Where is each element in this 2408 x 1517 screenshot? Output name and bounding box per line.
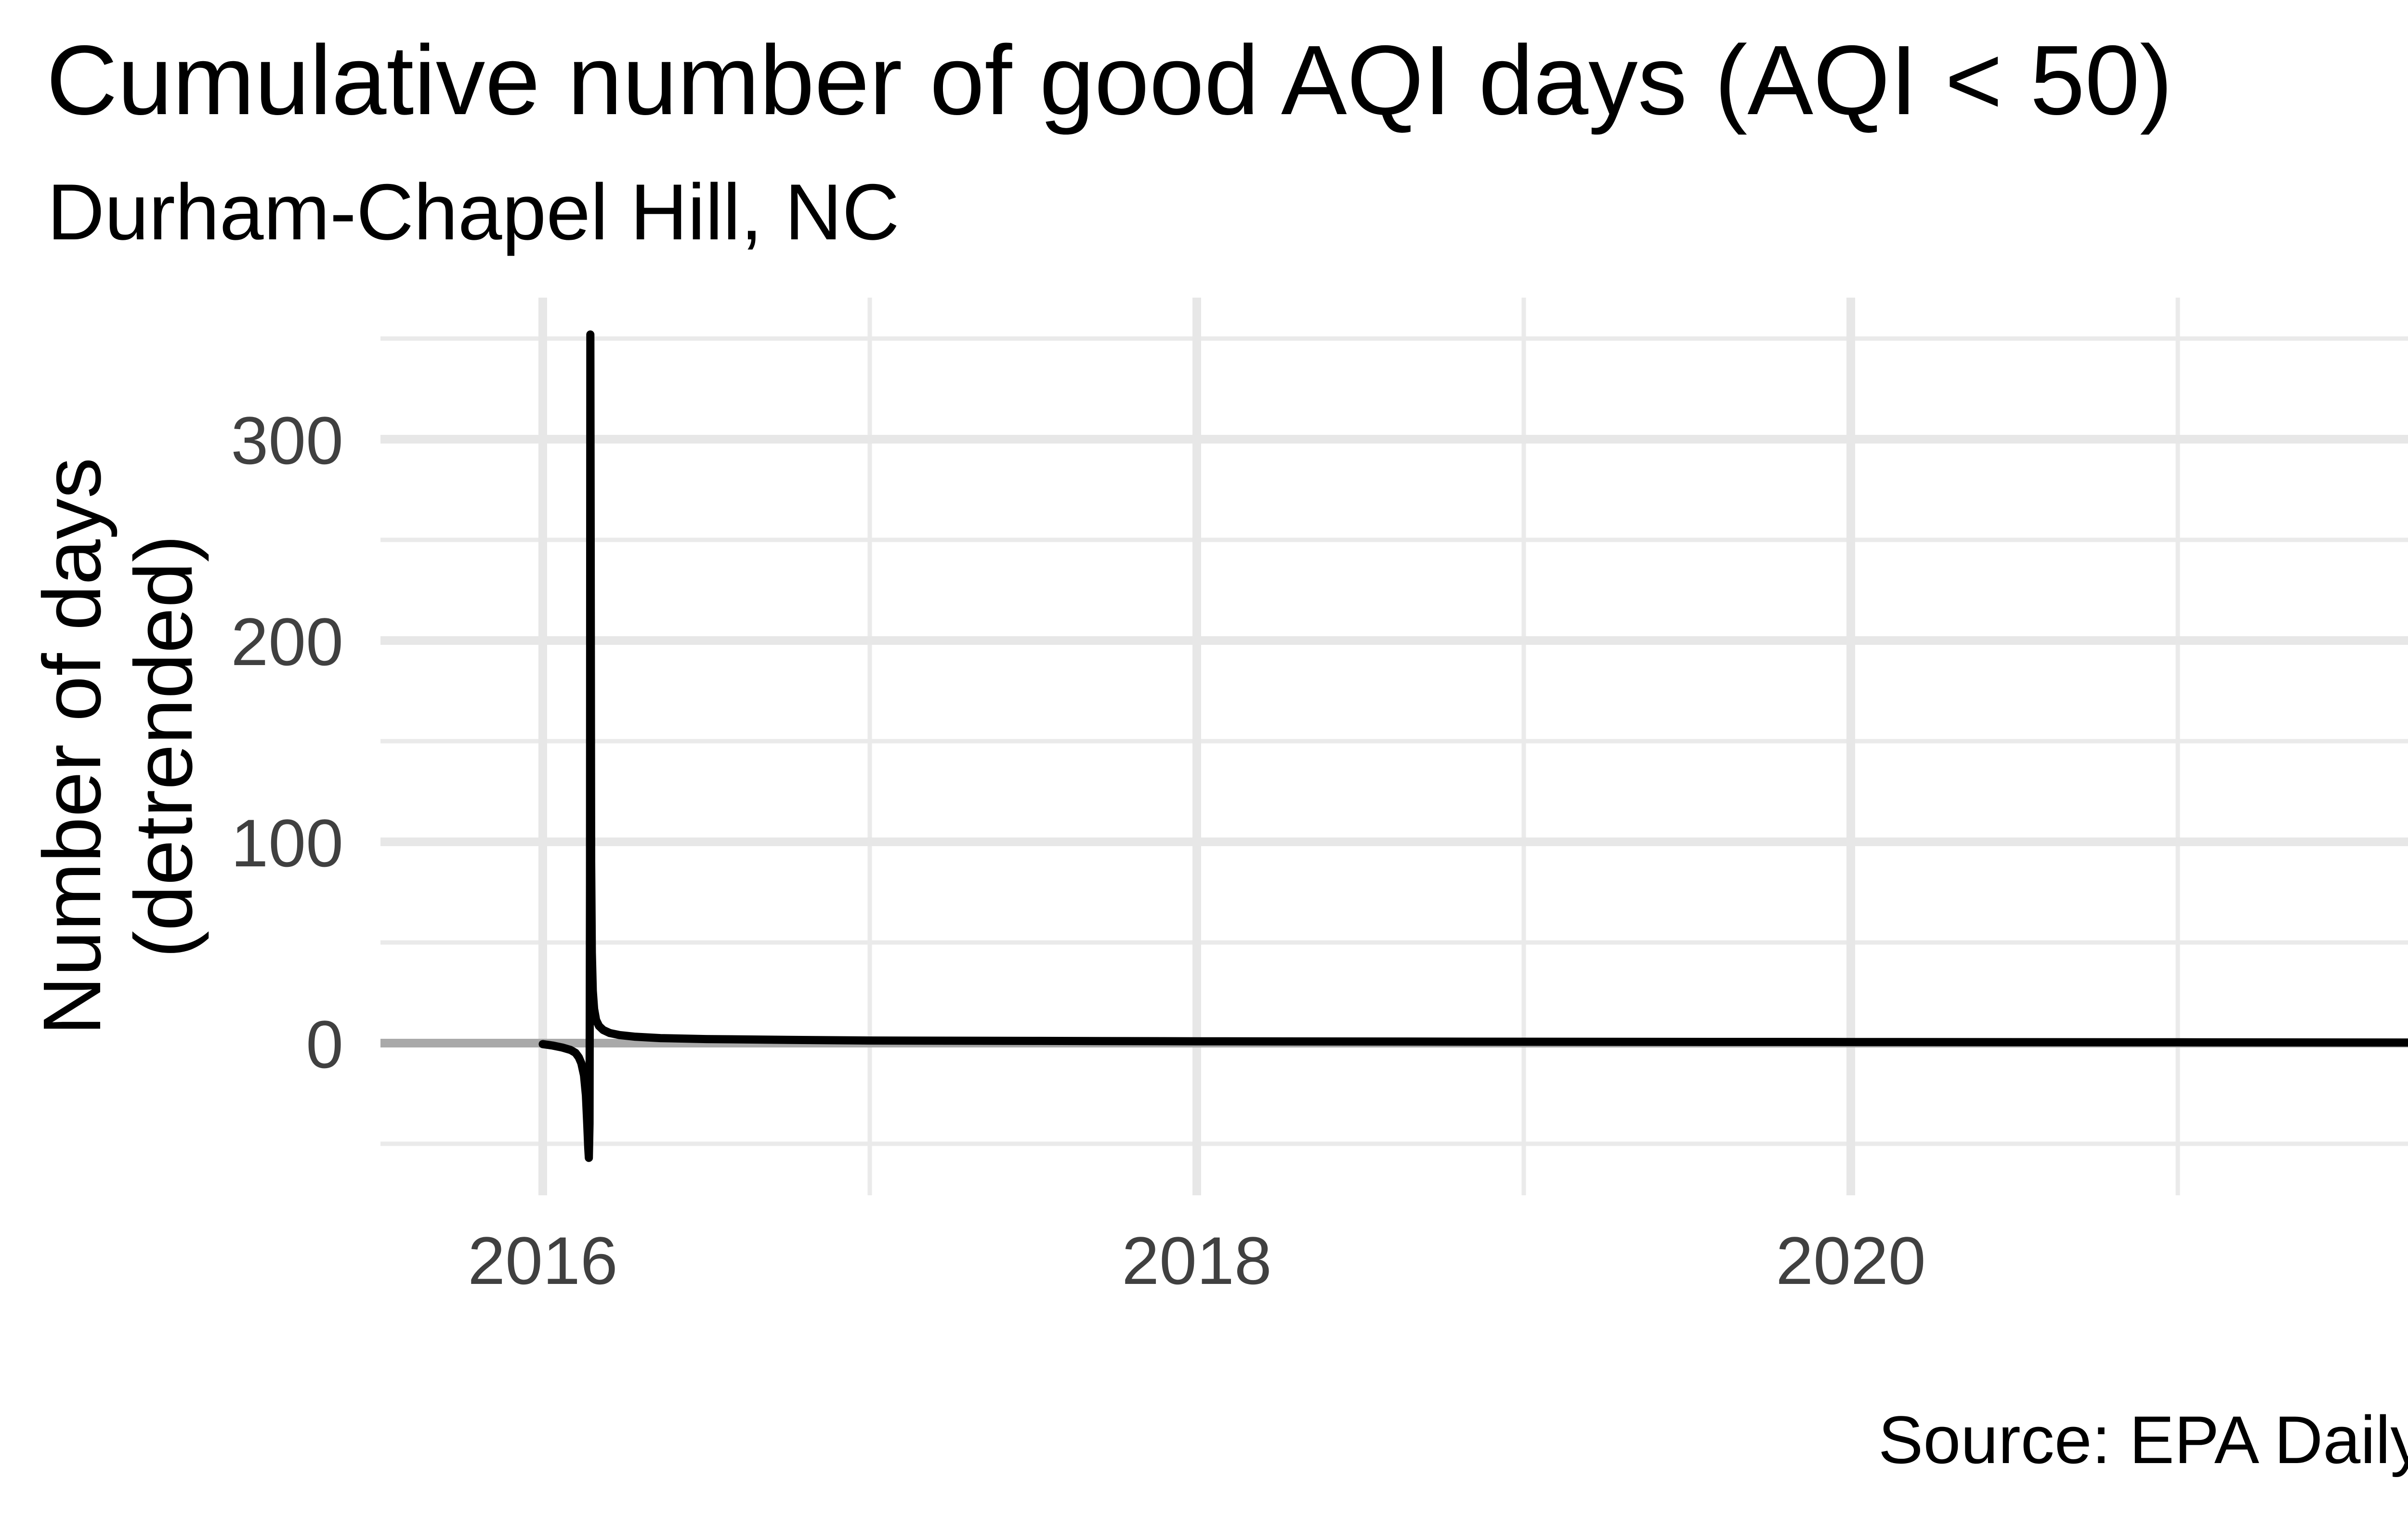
data-line [538, 330, 2408, 1162]
chart-subtitle: Durham-Chapel Hill, NC [47, 168, 900, 256]
x-tick-label: 2020 [1776, 1223, 1925, 1298]
y-tick-label: 300 [231, 403, 343, 478]
y-tick-label: 0 [306, 1007, 343, 1082]
x-tick-label: 2018 [1122, 1223, 1271, 1298]
chart-title: Cumulative number of good AQI days (AQI … [46, 25, 2173, 135]
y-tick-label: 100 [231, 805, 343, 881]
y-tick-label: 200 [231, 604, 343, 680]
x-tick-label: 2016 [468, 1223, 617, 1298]
source-caption: Source: EPA Daily Air Quality Tracker [1878, 1402, 2408, 1478]
